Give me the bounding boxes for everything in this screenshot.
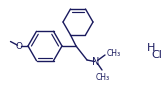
Text: H: H bbox=[147, 43, 155, 53]
Text: N: N bbox=[92, 57, 100, 67]
Text: Cl: Cl bbox=[152, 50, 162, 60]
Text: CH₃: CH₃ bbox=[107, 49, 121, 58]
Text: O: O bbox=[15, 41, 23, 50]
Text: CH₃: CH₃ bbox=[96, 73, 110, 82]
